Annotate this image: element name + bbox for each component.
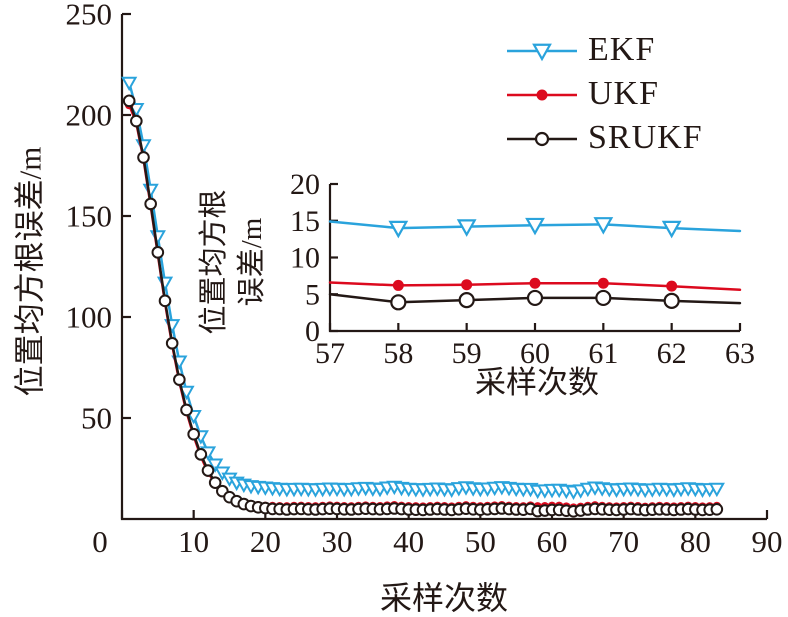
svg-text:59: 59 — [452, 337, 482, 370]
svg-text:100: 100 — [66, 300, 113, 335]
srukf-line-marker-icon — [507, 131, 577, 147]
ukf-line-marker-icon — [507, 89, 577, 101]
inset-y-axis-label-line1: 位置均方根 — [198, 189, 230, 335]
svg-text:60: 60 — [520, 337, 550, 370]
inset-x-axis-label: 采样次数 — [475, 365, 599, 400]
svg-text:250: 250 — [66, 0, 113, 32]
inset-y-axis-label-line2: 误差/m — [236, 217, 268, 307]
svg-text:60: 60 — [537, 524, 568, 559]
svg-text:61: 61 — [588, 337, 618, 370]
legend-label-ekf: EKF — [588, 31, 656, 68]
legend: EKF UKF SRUKF — [506, 28, 703, 160]
svg-text:58: 58 — [383, 337, 413, 370]
ekf-line-marker-icon — [507, 43, 577, 62]
svg-text:0: 0 — [92, 524, 108, 559]
svg-text:80: 80 — [680, 524, 711, 559]
svg-text:20: 20 — [290, 168, 320, 201]
svg-text:10: 10 — [290, 242, 320, 275]
svg-text:5: 5 — [305, 278, 320, 311]
legend-item-ukf: UKF — [506, 72, 703, 116]
inset-series-ukf — [328, 277, 742, 292]
svg-text:57: 57 — [315, 337, 345, 370]
svg-text:20: 20 — [250, 524, 281, 559]
main-series-ekf — [121, 76, 725, 500]
svg-text:0: 0 — [305, 315, 320, 348]
svg-text:50: 50 — [465, 524, 496, 559]
legend-label-srukf: SRUKF — [588, 119, 703, 156]
legend-item-ekf: EKF — [506, 28, 703, 72]
legend-label-ukf: UKF — [588, 75, 660, 112]
main-x-axis-label: 采样次数 — [379, 580, 508, 616]
inset-y-axis-label: 位置均方根 误差/m — [195, 147, 271, 377]
svg-text:90: 90 — [752, 524, 783, 559]
svg-text:10: 10 — [178, 524, 209, 559]
svg-text:70: 70 — [608, 524, 639, 559]
svg-text:150: 150 — [66, 199, 113, 234]
inset-axes: 0 510 15 20 57 58 59 60 61 62 63 — [290, 168, 755, 370]
svg-text:40: 40 — [393, 524, 424, 559]
legend-item-srukf: SRUKF — [506, 116, 703, 160]
inset-series-ekf — [328, 217, 742, 239]
svg-text:30: 30 — [322, 524, 353, 559]
svg-text:15: 15 — [290, 205, 320, 238]
svg-text:200: 200 — [66, 98, 113, 133]
main-y-axis-label: 位置均方根误差/m — [12, 146, 48, 397]
svg-text:50: 50 — [81, 401, 112, 436]
inset-series-srukf — [328, 289, 742, 311]
svg-text:62: 62 — [657, 337, 687, 370]
main-series-srukf — [122, 94, 724, 518]
svg-text:63: 63 — [725, 337, 755, 370]
